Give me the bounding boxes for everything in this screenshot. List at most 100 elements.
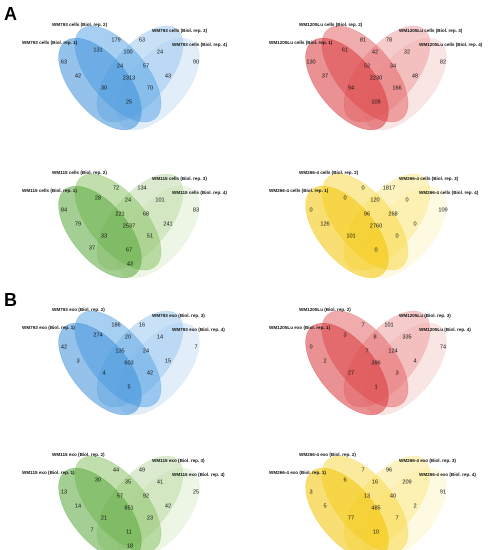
set-ellipse-rep-1	[58, 37, 142, 131]
venn-diagrams: WM793 cells (Biol. rep. 1) WM793 cells (B…	[22, 22, 483, 550]
region-count-2-3: 42	[372, 49, 378, 55]
venn-wm115-exo: WM115 exo (Biol. rep. 1) WM115 exo (Biol.…	[22, 452, 225, 550]
region-count-1-4: 0	[374, 247, 377, 253]
region-count-1-4: 67	[126, 247, 132, 253]
region-count-2-3-4: 124	[388, 348, 397, 354]
region-count-only-4: 74	[440, 344, 446, 350]
region-count-only-4: 91	[440, 489, 446, 495]
set-label-rep-4: WM115 exo (Biol. rep. 4)	[172, 472, 225, 477]
region-count-1-2-4: 94	[348, 85, 354, 91]
region-count-1-2-3: 221	[115, 211, 124, 217]
region-count-only-1: 0	[309, 344, 312, 350]
region-count-1-2-3: 96	[364, 211, 370, 217]
region-count-x-2: 18	[127, 543, 133, 549]
set-label-rep-2: WM1205Lu (Biol. rep. 2)	[299, 307, 351, 312]
region-count-only-3: 101	[384, 322, 393, 328]
region-count-3-4: 41	[157, 479, 163, 485]
set-label-rep-1: WM793 exo (Biol. rep. 1)	[22, 325, 75, 330]
region-count-1-3-4: 42	[147, 370, 153, 376]
region-count-only-2: 179	[111, 37, 120, 43]
region-count-1-2: 30	[95, 477, 101, 483]
set-label-rep-3: WM266-4 exo (Biol. rep. 3)	[399, 458, 456, 463]
region-count-only-2: 186	[111, 322, 120, 328]
region-count-only-2: 81	[360, 37, 366, 43]
region-count-2-3: 120	[370, 197, 379, 203]
venn-wm793-cells: WM793 cells (Biol. rep. 1) WM793 cells (B…	[22, 22, 228, 131]
region-count-1-2-4: 21	[101, 515, 107, 521]
region-count-2-4: 2	[413, 503, 416, 509]
set-ellipse-rep-1	[305, 37, 389, 131]
set-label-rep-3: WM115 cells (Biol. rep. 3)	[152, 176, 207, 181]
region-count-1-3-4: 0	[395, 233, 398, 239]
region-count-2-3-4: 34	[390, 63, 396, 69]
region-count-3-4: 32	[404, 49, 410, 55]
venn-wm1205lu-cells: WM1205Lu cells (Biol. rep. 1) WM1205Lu ce…	[269, 22, 483, 131]
region-count-1-3-4: 70	[147, 85, 153, 91]
region-count-all: 2537	[123, 223, 135, 229]
region-count-only-1: 42	[61, 344, 67, 350]
region-count-all: 2313	[123, 75, 135, 81]
region-count-1-3: 37	[322, 73, 328, 79]
set-label-rep-4: WM793 cells (Biol. rep. 4)	[172, 42, 228, 47]
region-count-1-2-4: 77	[348, 515, 354, 521]
region-count-1-2: 61	[342, 47, 348, 53]
set-ellipse-rep-1	[58, 322, 142, 416]
region-count-3-4: 0	[405, 197, 408, 203]
set-label-rep-4: WM1205Lu cells (Biol. rep. 4)	[419, 42, 483, 47]
region-count-2-4: 43	[165, 73, 171, 79]
region-count-3-4: 24	[157, 49, 163, 55]
region-count-all: 396	[371, 360, 380, 366]
region-count-all: 851	[124, 505, 133, 511]
region-count-1-2: 274	[93, 332, 102, 338]
region-count-only-4: 25	[193, 489, 199, 495]
set-label-rep-1: WM1205Lu exo (Biol. rep. 1)	[269, 325, 330, 330]
region-count-1-3: 2	[323, 358, 326, 364]
region-count-1-4: 10	[373, 529, 379, 535]
set-ellipse-rep-1	[305, 185, 389, 279]
region-count-1-2-3: 7	[365, 348, 368, 354]
region-count-3-4: 209	[402, 479, 411, 485]
region-count-2-4: 48	[412, 73, 418, 79]
set-label-rep-2: WM266-4 cells (Biol. rep. 2)	[299, 170, 359, 175]
set-label-rep-1: WM115 cells (Biol. rep. 1)	[22, 188, 77, 193]
region-count-1-3: 3	[76, 358, 79, 364]
region-count-only-3: 78	[386, 37, 392, 43]
region-count-only-1: 13	[61, 489, 67, 495]
region-count-1-4: 5	[127, 384, 130, 390]
set-ellipse-rep-1	[305, 467, 389, 550]
region-count-2-4: 0	[413, 221, 416, 227]
region-count-3-4: 14	[157, 334, 163, 340]
region-count-1-2-4: 33	[101, 233, 107, 239]
region-count-only-3: 49	[139, 467, 145, 473]
panel-label-b: B	[4, 290, 17, 310]
region-count-only-3: 63	[139, 37, 145, 43]
region-count-2-3: 24	[125, 197, 131, 203]
region-count-2-3-4: 92	[143, 493, 149, 499]
region-count-1-3: 126	[320, 221, 329, 227]
region-count-1-2-3: 135	[115, 348, 124, 354]
region-count-all: 485	[371, 505, 380, 511]
set-label-rep-3: WM1205Lu cells (Biol. rep. 3)	[399, 28, 463, 33]
region-count-2-3: 16	[372, 479, 378, 485]
set-label-rep-1: WM793 cells (Biol. rep. 1)	[22, 40, 78, 45]
region-count-1-2-4: 30	[101, 85, 107, 91]
region-count-only-4: 7	[194, 344, 197, 350]
region-count-2-3: 8	[373, 334, 376, 340]
region-count-only-3: 96	[386, 467, 392, 473]
set-label-rep-1: WM1205Lu cells (Biol. rep. 1)	[269, 40, 333, 45]
set-label-rep-1: WM266-4 exo (Biol. rep. 1)	[269, 470, 326, 475]
region-count-1-2-3: 52	[364, 63, 370, 69]
region-count-2-4: 42	[165, 503, 171, 509]
region-count-2-4: 4	[413, 358, 416, 364]
region-count-1-4: 1	[374, 384, 377, 390]
region-count-only-3: 1817	[383, 185, 395, 191]
region-count-1-4: 109	[371, 99, 380, 105]
venn-wm1205lu-exo: WM1205Lu exo (Biol. rep. 1) WM1205Lu (Bio…	[269, 307, 471, 416]
region-count-1-3-4: 166	[392, 85, 401, 91]
set-label-rep-2: WM793 cells (Biol. rep. 2)	[52, 22, 108, 27]
region-count-all: 2230	[370, 75, 382, 81]
region-count-2-3-4: 40	[390, 493, 396, 499]
region-count-1-2: 28	[95, 195, 101, 201]
region-count-1-2: 131	[93, 47, 102, 53]
